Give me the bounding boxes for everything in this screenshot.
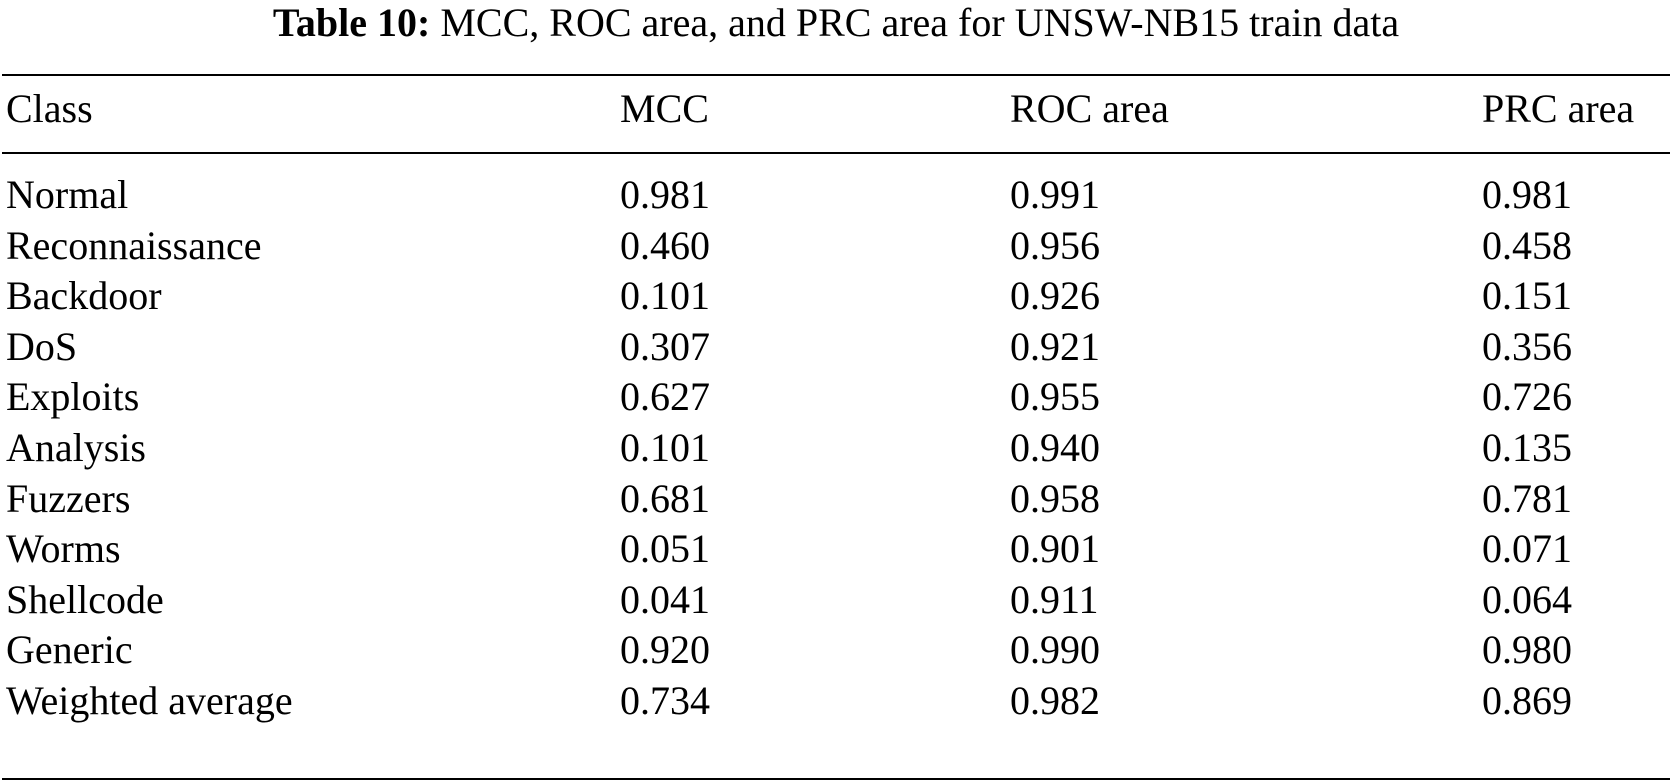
- row-prc-area: 0.781: [1482, 476, 1572, 521]
- header-rule: [2, 152, 1670, 154]
- row-class: DoS: [6, 324, 78, 369]
- table-row: Normal 0.981 0.991 0.981: [0, 168, 1672, 222]
- row-roc-area: 0.982: [1010, 678, 1100, 723]
- row-roc-area: 0.921: [1010, 324, 1100, 369]
- row-roc-area: 0.901: [1010, 526, 1100, 571]
- row-prc-area: 0.356: [1482, 324, 1572, 369]
- row-prc-area: 0.726: [1482, 374, 1572, 419]
- header-mcc: MCC: [620, 86, 709, 131]
- table-body: Normal 0.981 0.991 0.981 Reconnaissance 0.460…: [0, 168, 1672, 768]
- table-title: MCC, ROC area, and PRC area for UNSW-NB1…: [440, 0, 1400, 45]
- header-roc-area: ROC area: [1010, 86, 1169, 131]
- row-mcc: 0.627: [620, 374, 710, 419]
- table-caption: Table 10: MCC, ROC area, and PRC area fo…: [0, 0, 1672, 52]
- row-class: Normal: [6, 172, 129, 217]
- row-mcc: 0.041: [620, 577, 710, 622]
- row-prc-area: 0.869: [1482, 678, 1572, 723]
- table-row: Shellcode 0.041 0.911 0.064: [0, 573, 1672, 627]
- row-mcc: 0.460: [620, 223, 710, 268]
- table-row: Fuzzers 0.681 0.958 0.781: [0, 472, 1672, 526]
- table-row: Generic 0.920 0.990 0.980: [0, 623, 1672, 677]
- row-class: Worms: [6, 526, 121, 571]
- row-roc-area: 0.991: [1010, 172, 1100, 217]
- row-roc-area: 0.955: [1010, 374, 1100, 419]
- row-roc-area: 0.958: [1010, 476, 1100, 521]
- row-prc-area: 0.458: [1482, 223, 1572, 268]
- row-mcc: 0.734: [620, 678, 710, 723]
- row-roc-area: 0.990: [1010, 627, 1100, 672]
- row-class: Generic: [6, 627, 133, 672]
- table-header: Class MCC ROC area PRC area: [0, 82, 1672, 136]
- row-class: Fuzzers: [6, 476, 131, 521]
- table-row: DoS 0.307 0.921 0.356: [0, 320, 1672, 374]
- row-mcc: 0.307: [620, 324, 710, 369]
- row-class: Shellcode: [6, 577, 164, 622]
- header-class: Class: [6, 86, 93, 131]
- table-row: Exploits 0.627 0.955 0.726: [0, 370, 1672, 424]
- row-roc-area: 0.940: [1010, 425, 1100, 470]
- table-row: Worms 0.051 0.901 0.071: [0, 522, 1672, 576]
- row-mcc: 0.981: [620, 172, 710, 217]
- row-class: Reconnaissance: [6, 223, 262, 268]
- row-class: Backdoor: [6, 273, 162, 318]
- row-mcc: 0.920: [620, 627, 710, 672]
- table-row: Backdoor 0.101 0.926 0.151: [0, 269, 1672, 323]
- table-row: Reconnaissance 0.460 0.956 0.458: [0, 219, 1672, 273]
- row-prc-area: 0.071: [1482, 526, 1572, 571]
- row-class: Analysis: [6, 425, 146, 470]
- row-prc-area: 0.064: [1482, 577, 1572, 622]
- row-roc-area: 0.911: [1010, 577, 1099, 622]
- header-prc-area: PRC area: [1482, 86, 1635, 131]
- table-row: Weighted average 0.734 0.982 0.869: [0, 674, 1672, 728]
- top-rule: [2, 74, 1670, 76]
- table-number: Table 10:: [272, 0, 431, 45]
- row-mcc: 0.101: [620, 425, 710, 470]
- row-prc-area: 0.981: [1482, 172, 1572, 217]
- row-prc-area: 0.151: [1482, 273, 1572, 318]
- row-class: Exploits: [6, 374, 140, 419]
- row-mcc: 0.051: [620, 526, 710, 571]
- row-roc-area: 0.926: [1010, 273, 1100, 318]
- row-mcc: 0.101: [620, 273, 710, 318]
- bottom-rule: [2, 778, 1670, 780]
- table-row: Analysis 0.101 0.940 0.135: [0, 421, 1672, 475]
- row-prc-area: 0.980: [1482, 627, 1572, 672]
- row-class: Weighted average: [6, 678, 293, 723]
- row-roc-area: 0.956: [1010, 223, 1100, 268]
- row-prc-area: 0.135: [1482, 425, 1572, 470]
- row-mcc: 0.681: [620, 476, 710, 521]
